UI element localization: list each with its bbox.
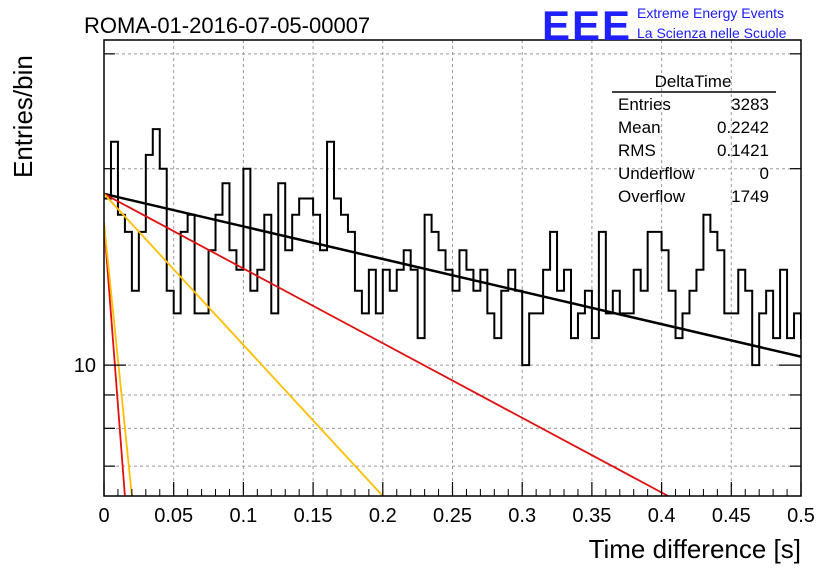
stats-row-value: 3283: [731, 95, 769, 114]
logo-mark: EEE: [542, 2, 632, 49]
stats-row-value: 0.1421: [717, 141, 769, 160]
logo: EEE Extreme Energy Events La Scienza nel…: [542, 2, 787, 49]
stats-row-label: Overflow: [618, 187, 686, 206]
x-tick-label: 0.5: [787, 505, 815, 527]
fit-lines: [104, 192, 801, 496]
logo-line2: La Scienza nelle Scuole: [637, 25, 787, 41]
stats-row-label: Underflow: [618, 164, 695, 183]
chart-title: ROMA-01-2016-07-05-00007: [84, 13, 370, 38]
fit-line: [104, 192, 801, 358]
grid: [104, 40, 801, 496]
stats-row-value: 0.2242: [717, 118, 769, 137]
x-axis-label: Time difference [s]: [589, 534, 801, 564]
fit-line: [104, 193, 384, 496]
x-tick-label: 0.1: [229, 505, 257, 527]
fit-line: [104, 193, 670, 496]
ticks: 0 0.05 0.1 0.15 0.2 0.25 0.3 0.35 0.4 0.45 0.5 10: [74, 53, 815, 527]
stats-row-label: Mean: [618, 118, 661, 137]
x-tick-label: 0: [98, 505, 109, 527]
x-tick-label: 0.35: [572, 505, 611, 527]
x-tick-label: 0.4: [648, 505, 676, 527]
stats-row-label: Entries: [618, 95, 671, 114]
stats-name: DeltaTime: [655, 72, 732, 91]
histogram-path: [104, 128, 801, 367]
fit-line: [104, 223, 126, 496]
stats-row-value: 1749: [731, 187, 769, 206]
stats-row-value: 0: [760, 164, 769, 183]
y-tick-label: 10: [74, 355, 96, 377]
x-tick-label: 0.2: [369, 505, 397, 527]
logo-line1: Extreme Energy Events: [637, 5, 784, 21]
histogram: [104, 128, 801, 367]
stats-box: DeltaTime Entries 3283 Mean 0.2242 RMS 0.1421…: [612, 72, 776, 206]
x-tick-label: 0.15: [294, 505, 333, 527]
stats-row-label: RMS: [618, 141, 656, 160]
fit-line: [104, 223, 133, 496]
x-tick-label: 0.3: [508, 505, 536, 527]
x-tick-label: 0.45: [712, 505, 751, 527]
x-tick-label: 0.25: [433, 505, 472, 527]
x-tick-label: 0.05: [154, 505, 193, 527]
y-axis-label: Entries/bin: [8, 55, 38, 178]
